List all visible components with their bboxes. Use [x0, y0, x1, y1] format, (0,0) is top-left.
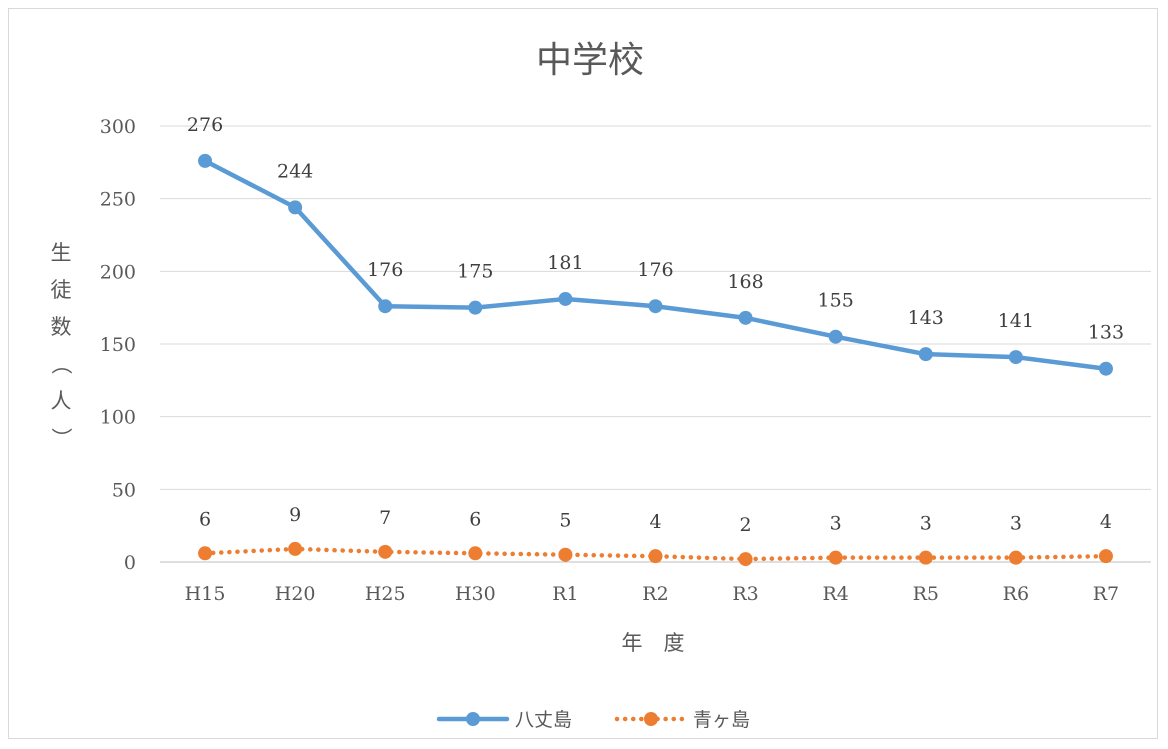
data-point: [1008, 350, 1023, 365]
y-tick-label: 250: [100, 189, 136, 211]
data-label: 176: [367, 259, 403, 281]
gridlines: [160, 125, 1151, 563]
data-label: 5: [559, 510, 571, 532]
data-point: [288, 200, 303, 215]
data-label: 4: [1100, 511, 1112, 533]
legend-label: 八丈島: [515, 709, 572, 731]
x-tick-label: R1: [552, 583, 578, 605]
data-point: [378, 544, 393, 559]
data-label: 276: [187, 114, 223, 136]
data-point: [1098, 361, 1113, 376]
data-label: 143: [908, 307, 944, 329]
y-tick-label: 50: [112, 479, 136, 501]
x-tick-label: R4: [822, 583, 848, 605]
data-label: 3: [830, 513, 842, 535]
svg-text:）: ）: [49, 428, 73, 449]
data-point: [828, 329, 843, 344]
y-tick-label: 300: [100, 116, 136, 138]
data-point: [288, 541, 303, 556]
data-label: 175: [457, 261, 493, 283]
data-point: [198, 153, 213, 168]
x-tick-label: R7: [1093, 583, 1119, 605]
y-tick-label: 200: [100, 261, 136, 283]
data-label: 155: [818, 290, 854, 312]
x-tick-label: R6: [1003, 583, 1029, 605]
data-label: 6: [199, 508, 211, 530]
x-tick-label: R5: [913, 583, 939, 605]
x-axis-ticks: H15 H20 H25 H30 R1 R2 R3 R4 R5 R6 R7: [185, 583, 1119, 605]
data-point: [738, 310, 753, 325]
data-point: [468, 300, 483, 315]
data-label: 9: [289, 504, 301, 526]
data-point: [558, 547, 573, 562]
svg-text:生: 生: [51, 241, 72, 265]
data-label: 7: [379, 507, 391, 529]
chart-title: 中学校: [536, 40, 644, 81]
data-label: 4: [649, 511, 661, 533]
svg-text:人: 人: [51, 389, 72, 413]
legend-marker: [644, 712, 658, 726]
data-label: 3: [920, 513, 932, 535]
svg-text:（: （: [49, 354, 73, 375]
data-label: 2: [740, 514, 752, 536]
line-chart: 中学校 0 50 100 150 200 250 300 H15 H20 H25 H30 R1 R2 R…: [49, 40, 1151, 731]
x-tick-label: H25: [365, 583, 406, 605]
data-point: [648, 549, 663, 564]
x-tick-label: H30: [455, 583, 496, 605]
series-group: 276 244 176 175 181 176 168 155 143 141 133 6 9 7 6 5 4 2…: [187, 114, 1124, 567]
data-point: [828, 550, 843, 565]
data-label: 168: [727, 271, 763, 293]
y-tick-label: 150: [100, 334, 136, 356]
x-tick-label: R3: [732, 583, 758, 605]
x-tick-label: R2: [642, 583, 668, 605]
legend-marker: [466, 712, 480, 726]
data-point: [198, 546, 213, 561]
data-label: 6: [469, 508, 481, 530]
y-tick-label: 0: [124, 552, 136, 574]
data-label: 244: [277, 160, 313, 182]
data-point: [1008, 550, 1023, 565]
x-axis-title: 年 度: [622, 631, 685, 655]
data-point: [378, 299, 393, 314]
data-point: [1098, 549, 1113, 564]
x-tick-label: H20: [275, 583, 316, 605]
data-label: 133: [1088, 322, 1124, 344]
chart-area: 中学校 0 50 100 150 200 250 300 H15 H20 H25 H30 R1 R2 R…: [8, 8, 1158, 739]
data-point: [468, 546, 483, 561]
svg-text:数: 数: [51, 315, 72, 339]
y-axis-ticks: 0 50 100 150 200 250 300: [100, 116, 136, 574]
data-label: 181: [547, 252, 583, 274]
svg-text:徒: 徒: [51, 278, 72, 302]
data-point: [558, 291, 573, 306]
data-point: [918, 550, 933, 565]
data-point: [918, 347, 933, 362]
data-label: 176: [637, 259, 673, 281]
legend-label: 青ヶ島: [693, 709, 750, 731]
y-tick-label: 100: [100, 407, 136, 429]
y-axis-title: 生徒数 （ 人 ）: [49, 241, 73, 449]
legend: 八丈島 青ヶ島: [436, 709, 750, 731]
data-label: 141: [998, 310, 1034, 332]
data-point: [648, 299, 663, 314]
x-tick-label: H15: [185, 583, 226, 605]
data-label: 3: [1010, 513, 1022, 535]
data-point: [738, 552, 753, 567]
